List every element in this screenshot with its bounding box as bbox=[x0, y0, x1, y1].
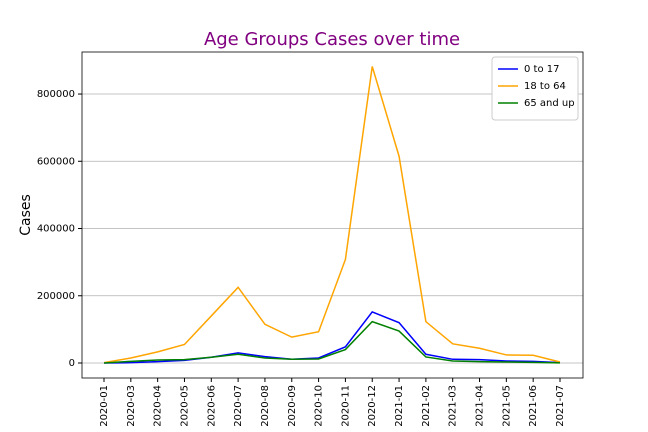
x-tick-label: 2020-01 bbox=[99, 385, 110, 427]
legend-label: 18 to 64 bbox=[524, 81, 566, 92]
y-tick-label: 600000 bbox=[37, 156, 75, 167]
y-tick-label: 400000 bbox=[37, 224, 75, 235]
legend-box bbox=[491, 56, 579, 121]
x-tick-label: 2020-08 bbox=[260, 385, 271, 427]
x-tick-label: 2020-03 bbox=[126, 385, 137, 427]
x-tick-label: 2021-01 bbox=[394, 385, 405, 427]
y-tick-label: 800000 bbox=[37, 89, 75, 100]
x-tick-label: 2020-07 bbox=[233, 385, 244, 427]
line-series bbox=[103, 66, 561, 364]
x-tick-label: 2020-09 bbox=[287, 385, 298, 427]
x-tick-label: 2020-05 bbox=[179, 385, 190, 427]
x-tick-label: 2021-05 bbox=[501, 385, 512, 427]
y-tick-label: 0 bbox=[69, 358, 75, 369]
line-series bbox=[103, 310, 561, 364]
x-tick-label: 2021-03 bbox=[448, 385, 459, 427]
x-tick-label: 2021-07 bbox=[555, 385, 566, 427]
legend-label: 0 to 17 bbox=[524, 64, 559, 75]
line-series bbox=[103, 320, 561, 364]
plot-frame bbox=[81, 51, 584, 379]
y-axis-label: Cases bbox=[18, 194, 34, 236]
x-tick-label: 2020-04 bbox=[153, 385, 164, 427]
x-tick-label: 2021-02 bbox=[421, 385, 432, 427]
x-tick-label: 2021-06 bbox=[528, 385, 539, 427]
x-tick-label: 2020-10 bbox=[314, 385, 325, 427]
y-tick-label: 200000 bbox=[37, 291, 75, 302]
legend-label: 65 and up bbox=[524, 98, 575, 109]
x-tick-label: 2020-12 bbox=[367, 385, 378, 427]
x-tick-label: 2020-11 bbox=[340, 385, 351, 427]
x-tick-label: 2021-04 bbox=[475, 385, 486, 427]
chart-title: Age Groups Cases over time bbox=[204, 29, 460, 50]
x-tick-label: 2020-06 bbox=[206, 385, 217, 427]
